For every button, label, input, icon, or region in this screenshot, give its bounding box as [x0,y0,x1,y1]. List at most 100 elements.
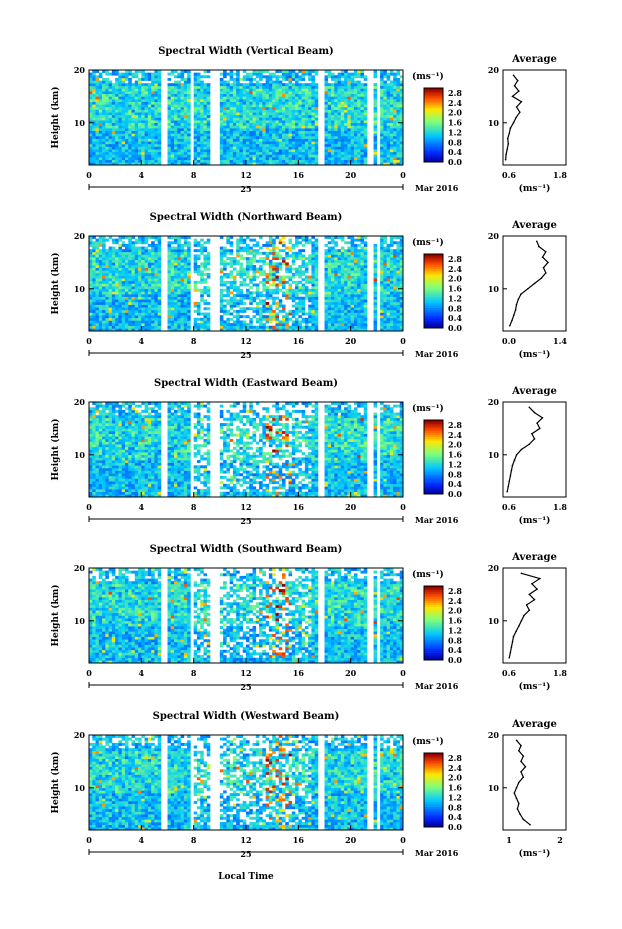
heatmap-cell [353,135,358,139]
heatmap-cell [249,88,253,92]
heatmap-cell [236,243,240,247]
heatmap-cell [393,143,397,147]
heatmap-cell [157,106,162,110]
heatmap-cell [278,254,283,258]
heatmap-cell [154,243,158,247]
heatmap-cell [115,267,119,271]
heatmap-cell [118,301,123,305]
heatmap-cell [272,159,276,163]
heatmap-cell [167,130,172,134]
heatmap-cell [301,262,306,266]
heatmap-cell [344,157,348,161]
heatmap-cell [340,159,345,163]
heatmap-cell [147,101,152,105]
heatmap-cell [242,101,247,105]
heatmap-cell [95,122,100,126]
heatmap-cell [242,296,247,300]
heatmap-cell [128,278,132,282]
heatmap-cell [314,120,319,124]
heatmap-cell [177,262,181,266]
heatmap-cell [102,270,106,274]
heatmap-cell [105,135,109,139]
heatmap-cell [154,114,158,118]
heatmap-cell [134,283,139,287]
heatmap-cell [347,109,351,113]
heatmap-cell [252,151,257,155]
heatmap-cell [147,257,152,261]
heatmap-cell [268,99,273,102]
heatmap-cell [138,267,142,271]
heatmap-cell [285,317,289,321]
heatmap-cell [92,99,96,102]
heatmap-cell [193,80,198,84]
heatmap-cell [311,278,315,282]
heatmap-cell [167,241,172,245]
heatmap-cell [311,96,315,100]
heatmap-cell [246,77,250,81]
heatmap-cell [373,114,378,118]
heatmap-cell [304,288,309,292]
heatmap-cell [311,275,315,279]
heatmap-cell [301,96,306,100]
heatmap-cell [151,75,155,79]
heatmap-cell [301,128,306,131]
heatmap-cell [187,280,191,284]
heatmap-cell [275,270,280,274]
heatmap-cell [111,315,116,319]
heatmap-cell [134,262,139,266]
heatmap-cell [308,280,312,284]
heatmap-cell [98,288,103,292]
heatmap-cell [170,106,175,110]
heatmap-cell [281,85,286,89]
heatmap-cell [311,254,315,258]
heatmap-cell [118,309,123,313]
heatmap-cell [183,272,188,276]
heatmap-cell [219,135,224,139]
heatmap-cell [314,315,319,319]
heatmap-cell [138,91,142,95]
heatmap-cell [249,125,253,129]
heatmap-cell [147,259,152,263]
heatmap-cell [102,128,106,131]
heatmap-cell [102,112,106,116]
heatmap-cell [226,88,230,92]
heatmap-cell [180,70,185,73]
heatmap-cell [288,291,293,295]
heatmap-cell [229,272,234,276]
heatmap-cell [268,117,273,121]
heatmap-cell [95,328,100,332]
heatmap-cell [324,159,329,163]
heatmap-cell [128,307,132,311]
heatmap-cell [255,114,260,118]
heatmap-cell [252,72,257,76]
heatmap-cell [288,328,293,332]
heatmap-cell [278,143,283,147]
heatmap-cell [219,328,224,332]
heatmap-cell [232,280,237,284]
heatmap-cell [183,299,188,303]
heatmap-cell [311,130,315,134]
heatmap-cell [350,159,355,163]
heatmap-cell [298,304,302,308]
heatmap-cell [285,85,289,89]
heatmap-cell [131,328,136,332]
heatmap-cell [232,283,237,287]
heatmap-cell [380,77,384,81]
heatmap-cell [147,112,152,116]
heatmap-cell [151,257,155,261]
heatmap-cell [183,93,188,97]
heatmap-cell [334,99,338,102]
heatmap-cell [187,288,191,292]
heatmap-cell [124,146,129,150]
heatmap-cell [350,114,355,118]
heatmap-cell [121,275,126,279]
heatmap-cell [272,122,276,126]
heatmap-cell [331,159,335,163]
heatmap-cell [203,106,208,110]
heatmap-cell [236,70,240,73]
heatmap-cell [183,143,188,147]
heatmap-cell [252,309,257,313]
heatmap-cell [389,154,394,158]
heatmap-cell [386,112,391,116]
heatmap-cell [357,122,361,126]
